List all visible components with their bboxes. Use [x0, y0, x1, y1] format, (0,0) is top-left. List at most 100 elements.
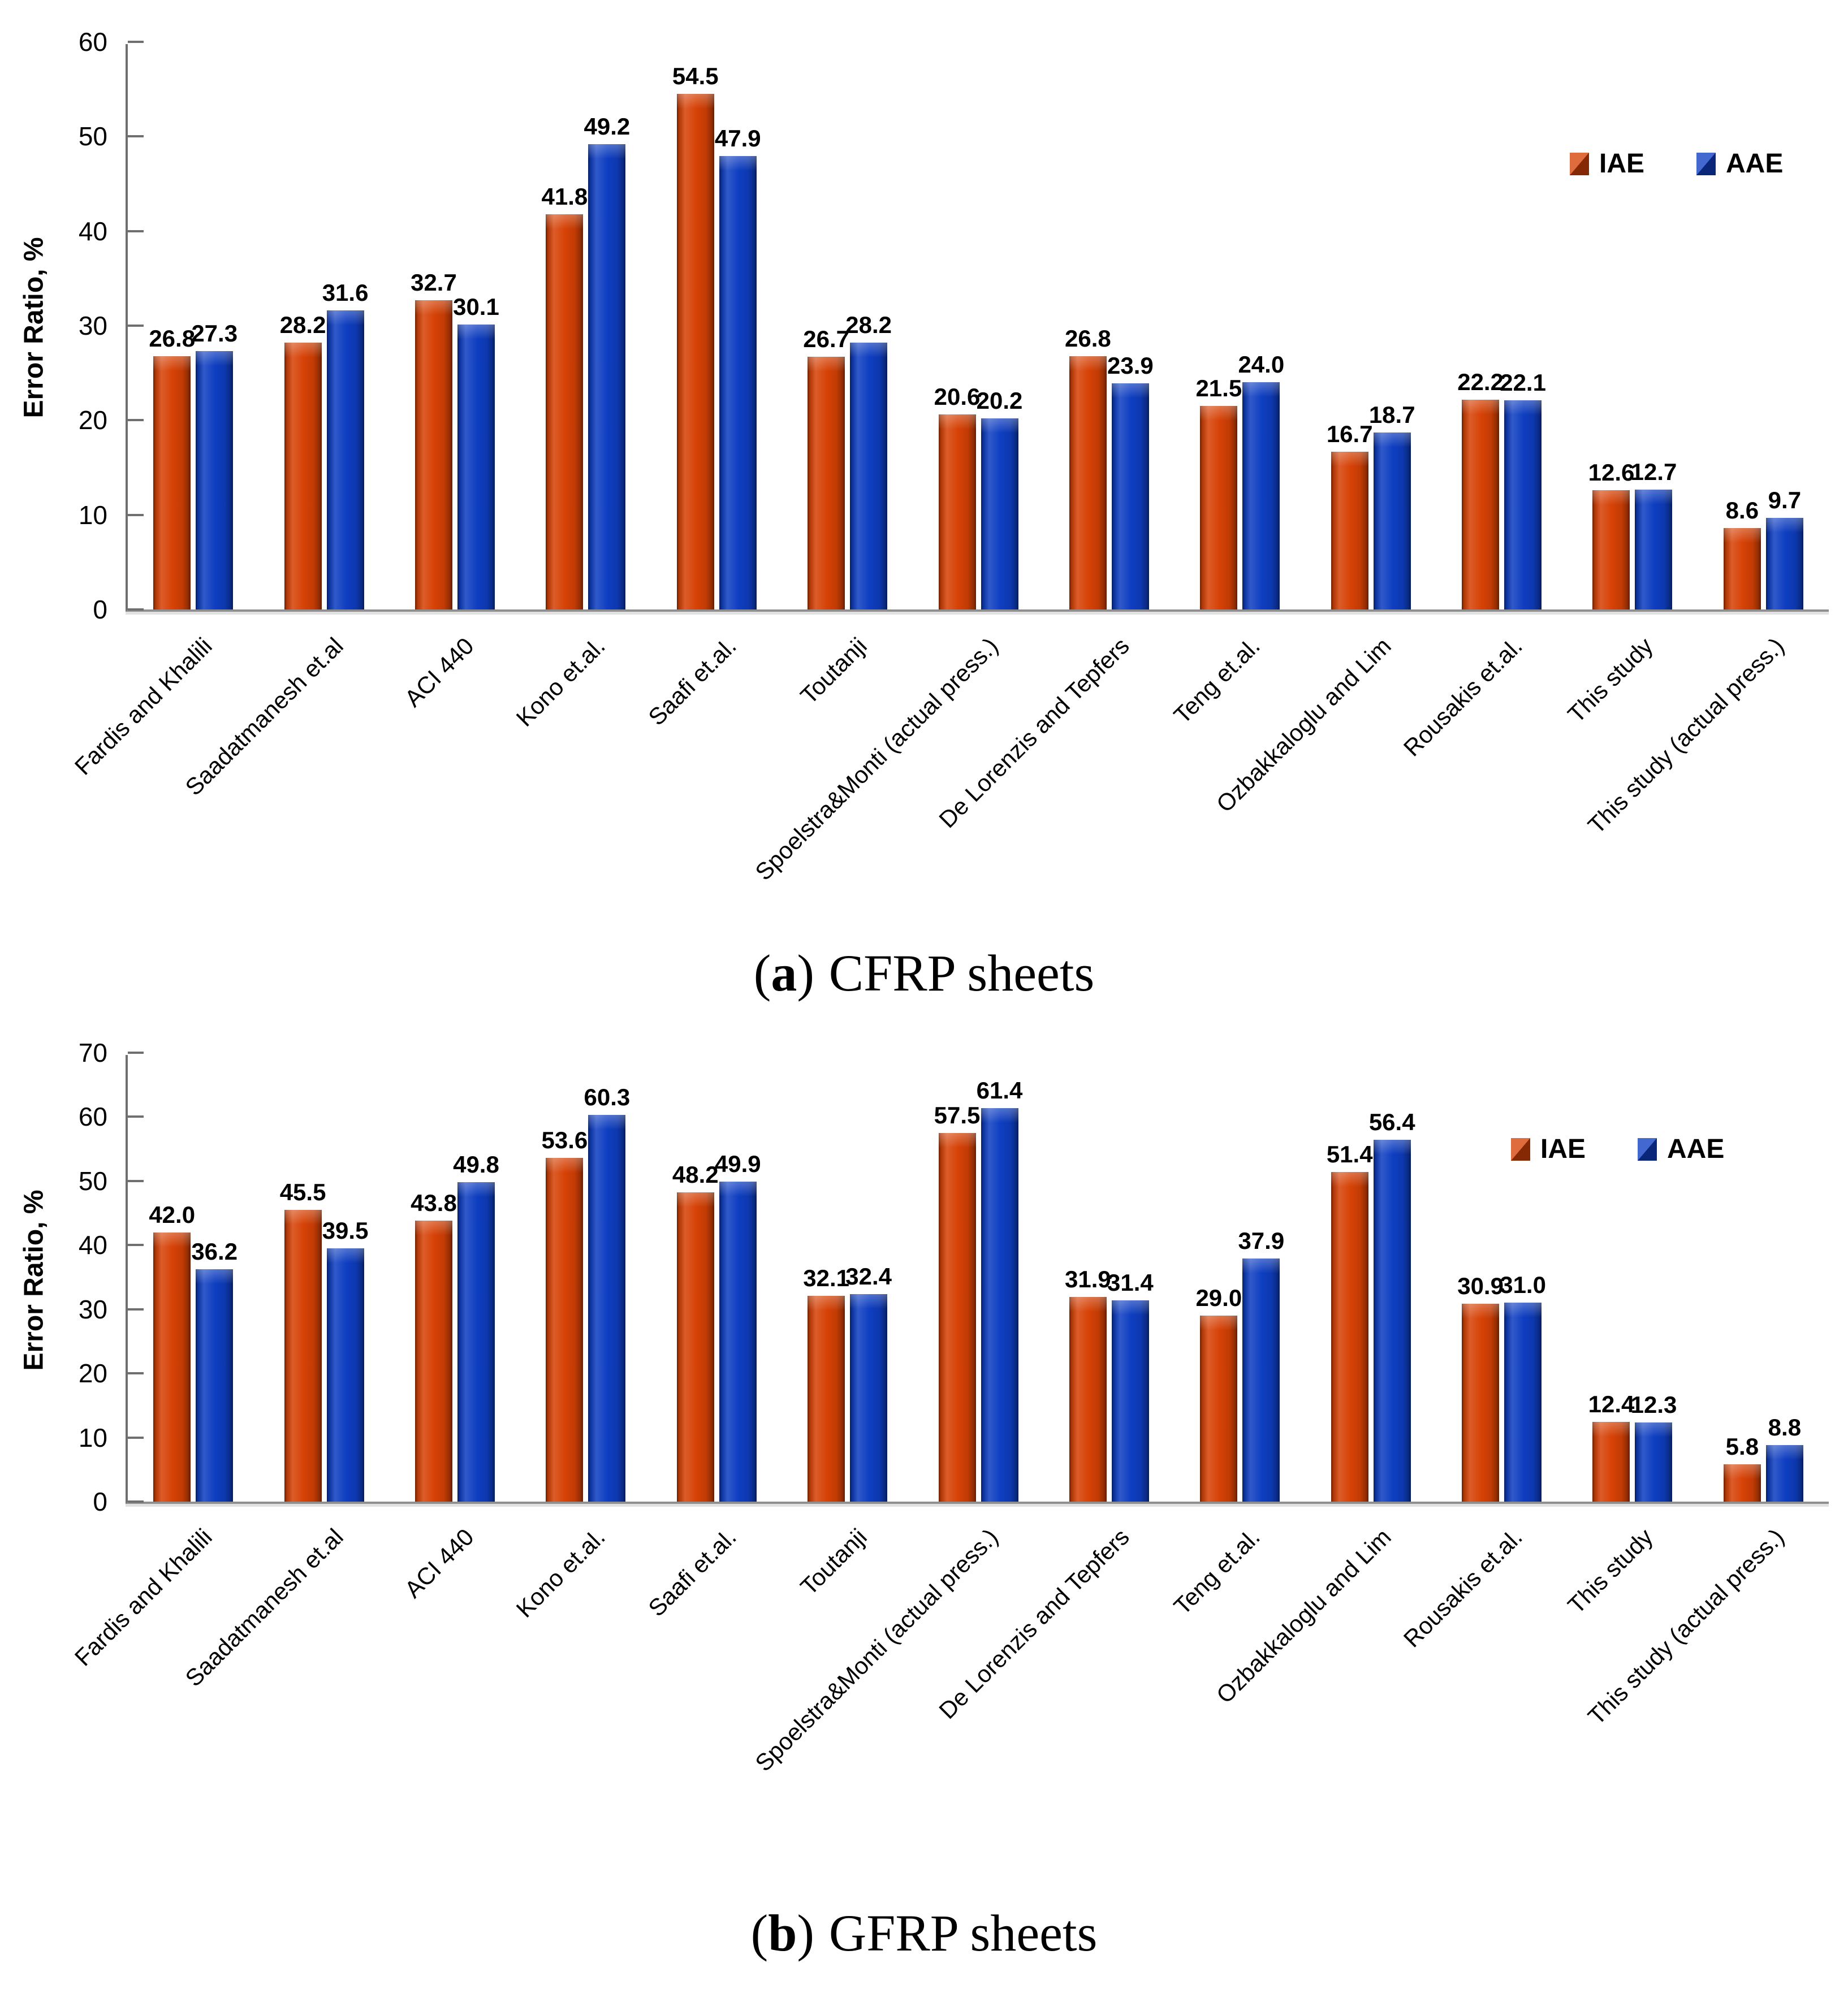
- y-tick-mark: [128, 230, 144, 232]
- bar-groups: 26.8 27.3 28.2 31.6 32.7 30.1 41.8 49.2 54.5 47.9…: [128, 44, 1829, 609]
- panel-caption-a: (a) CFRP sheets: [0, 943, 1848, 1003]
- value-label-iae: 32.1: [803, 1264, 850, 1291]
- value-label-aae: 60.3: [584, 1084, 631, 1111]
- y-tick-label: 40: [78, 1230, 107, 1260]
- x-axis-labels: Fardis and Khalili Saadatmanesh et.al ACI …: [70, 624, 1827, 952]
- y-tick-label: 10: [78, 1422, 107, 1452]
- category-label: Spoelstra&Monti (actual press.): [750, 1523, 1003, 1777]
- value-label-aae: 31.6: [322, 279, 369, 306]
- category-label: Teng et.al.: [1168, 1523, 1266, 1620]
- value-label-iae: 12.4: [1588, 1391, 1635, 1418]
- y-tick-label: 60: [78, 27, 107, 57]
- bar-aae: 28.2: [845, 313, 892, 609]
- aae-swatch-icon: [1638, 1138, 1657, 1161]
- aae-swatch-icon: [1696, 152, 1716, 175]
- bar-group: 12.6 12.7: [1567, 44, 1698, 609]
- y-tick-label: 50: [78, 1166, 107, 1196]
- y-tick-mark: [128, 1372, 144, 1375]
- bar-iae: 57.5: [934, 1103, 980, 1502]
- bar-iae: 48.2: [672, 1163, 719, 1502]
- y-tick-label: 20: [78, 405, 107, 435]
- bar-aae: 20.2: [977, 389, 1022, 609]
- bar-aae: 12.3: [1631, 1393, 1677, 1502]
- value-label-iae: 28.2: [279, 312, 326, 339]
- value-label-iae: 48.2: [672, 1161, 719, 1188]
- bar-aae: 23.9: [1107, 354, 1154, 609]
- legend-item-iae: IAE: [1511, 1134, 1586, 1165]
- bar-group: 53.6 60.3: [520, 1055, 651, 1502]
- value-label-iae: 45.5: [279, 1178, 326, 1205]
- value-label-iae: 26.8: [149, 325, 196, 352]
- y-tick-mark: [128, 608, 144, 611]
- bar-groups: 42.0 36.2 45.5 39.5 43.8 49.8 53.6 60.3 48.2 49.9…: [128, 1055, 1829, 1502]
- bar-aae: 32.4: [845, 1264, 892, 1502]
- bar-iae: 5.8: [1723, 1435, 1761, 1502]
- y-tick-mark: [128, 1500, 144, 1503]
- x-axis-labels: Fardis and Khalili Saadatmanesh et.al ACI …: [70, 1515, 1827, 1900]
- bar-group: 5.8 8.8: [1698, 1055, 1829, 1502]
- value-label-aae: 12.3: [1630, 1391, 1677, 1418]
- value-label-aae: 20.2: [976, 387, 1023, 414]
- value-label-aae: 12.7: [1630, 458, 1677, 485]
- bar-group: 8.6 9.7: [1698, 44, 1829, 609]
- value-label-iae: 26.7: [803, 326, 850, 353]
- bar-iae: 28.2: [280, 313, 326, 609]
- category-label: This study: [1562, 1523, 1659, 1619]
- bar-group: 51.4 56.4: [1306, 1055, 1436, 1502]
- y-tick-mark: [128, 1115, 144, 1118]
- value-label-aae: 23.9: [1107, 352, 1154, 379]
- bar-iae: 8.6: [1723, 499, 1761, 609]
- caption-open: (: [750, 1904, 768, 1962]
- value-label-aae: 22.1: [1500, 369, 1546, 396]
- legend: IAE AAE: [1570, 148, 1783, 179]
- y-tick-label: 50: [78, 122, 107, 152]
- value-label-aae: 24.0: [1238, 351, 1285, 378]
- value-label-iae: 57.5: [934, 1101, 981, 1128]
- category-label: Kono et.al.: [511, 1523, 610, 1623]
- bar-iae: 26.8: [1065, 326, 1111, 609]
- value-label-iae: 8.6: [1725, 497, 1759, 524]
- category-label: Saafi et.al.: [642, 632, 741, 731]
- value-label-aae: 36.2: [191, 1238, 238, 1265]
- y-tick-label: 0: [93, 1487, 107, 1516]
- y-tick-label: 30: [78, 311, 107, 340]
- y-tick-mark: [128, 513, 144, 516]
- value-label-iae: 21.5: [1195, 375, 1242, 402]
- bar-group: 26.8 23.9: [1044, 44, 1175, 609]
- value-label-iae: 41.8: [541, 183, 588, 210]
- iae-swatch-icon: [1570, 152, 1589, 175]
- bar-iae: 12.4: [1588, 1392, 1634, 1502]
- caption-open: (: [753, 944, 771, 1002]
- category-label: Rousakis et.al.: [1398, 1523, 1527, 1653]
- bar-group: 12.4 12.3: [1567, 1055, 1698, 1502]
- category-label: Spoelstra&Monti (actual press.): [750, 632, 1003, 886]
- category-label: Kono et.al.: [511, 632, 610, 732]
- bar-aae: 49.9: [715, 1152, 761, 1502]
- value-label-aae: 47.9: [714, 125, 761, 152]
- category-label: Teng et.al.: [1168, 632, 1266, 729]
- bar-aae: 36.2: [191, 1240, 238, 1502]
- bar-group: 54.5 47.9: [651, 44, 782, 609]
- bar-group: 41.8 49.2: [520, 44, 651, 609]
- legend-item-aae: AAE: [1696, 148, 1783, 179]
- bar-aae: 31.6: [322, 281, 368, 609]
- bar-aae: 30.1: [453, 295, 499, 609]
- caption-letter: a: [771, 944, 797, 1002]
- value-label-iae: 42.0: [149, 1201, 196, 1228]
- bar-group: 26.7 28.2: [782, 44, 913, 609]
- y-tick-label: 70: [78, 1038, 107, 1067]
- y-axis-title: Error Ratio, %: [19, 237, 49, 418]
- caption-letter: b: [768, 1904, 797, 1962]
- legend-label-aae: AAE: [1667, 1134, 1725, 1164]
- legend-item-iae: IAE: [1570, 148, 1644, 179]
- y-axis-title: Error Ratio, %: [19, 1190, 49, 1371]
- value-label-iae: 29.0: [1195, 1285, 1242, 1312]
- bar-iae: 54.5: [672, 64, 719, 609]
- caption-close: ): [797, 1904, 815, 1962]
- bar-group: 26.8 27.3: [128, 44, 258, 609]
- bar-aae: 39.5: [322, 1218, 368, 1502]
- bar-group: 28.2 31.6: [258, 44, 389, 609]
- value-label-aae: 39.5: [322, 1217, 369, 1244]
- bar-iae: 45.5: [280, 1180, 326, 1502]
- value-label-aae: 8.8: [1768, 1414, 1802, 1441]
